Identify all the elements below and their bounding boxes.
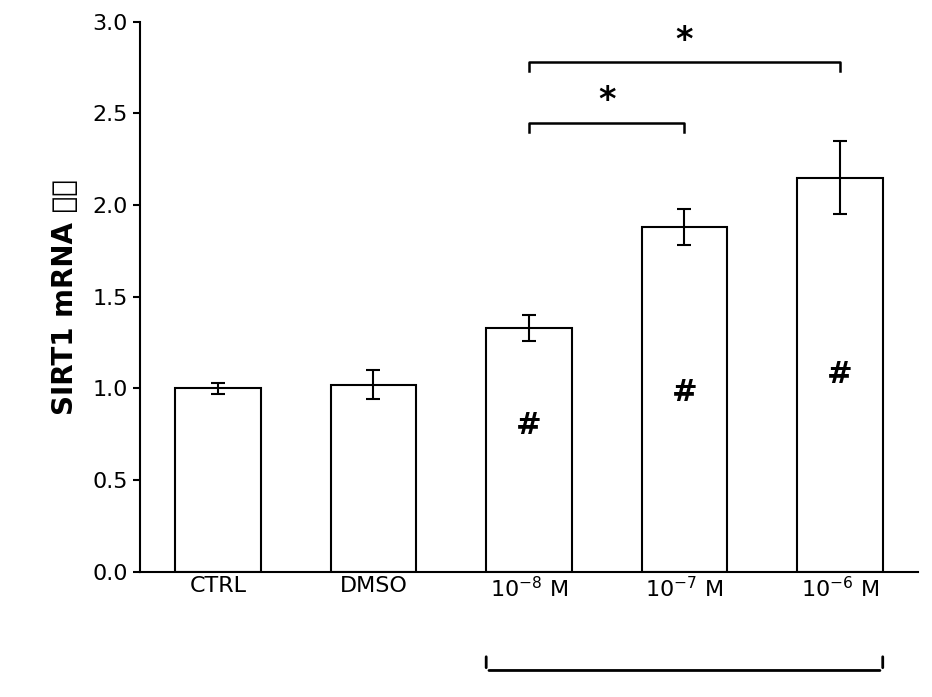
Bar bbox=[331, 385, 417, 572]
Bar bbox=[487, 328, 571, 572]
Bar bbox=[642, 227, 727, 572]
Text: *: * bbox=[598, 84, 615, 117]
Text: #: # bbox=[827, 360, 853, 389]
Bar bbox=[175, 388, 261, 572]
Text: #: # bbox=[672, 378, 697, 407]
Bar bbox=[797, 178, 883, 572]
Text: #: # bbox=[516, 411, 541, 440]
Text: *: * bbox=[676, 24, 693, 56]
Y-axis label: SIRT1 mRNA 表达: SIRT1 mRNA 表达 bbox=[50, 178, 78, 415]
